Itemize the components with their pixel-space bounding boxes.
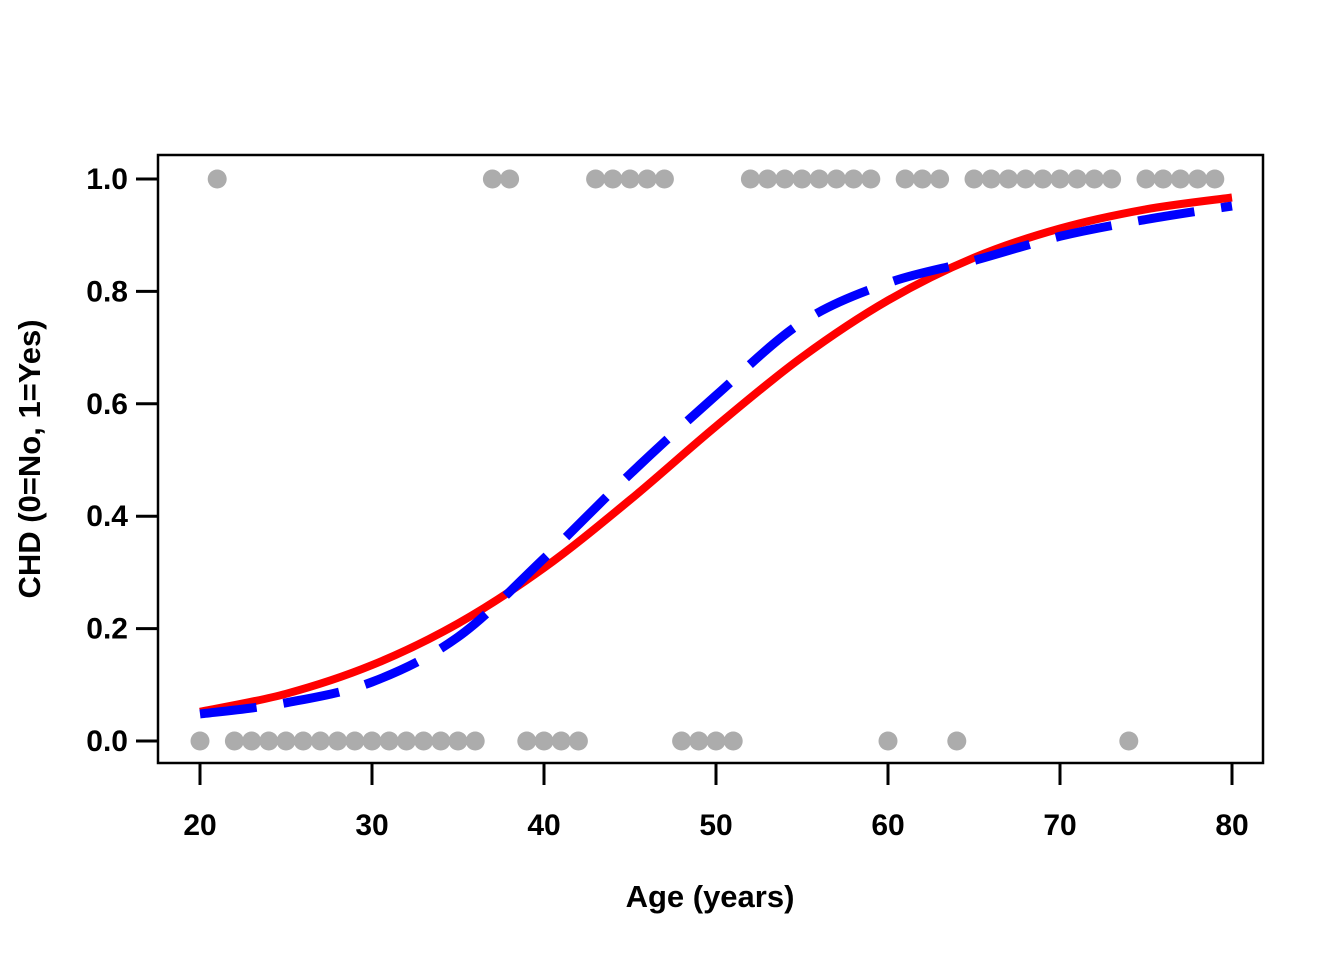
data-point (345, 731, 365, 751)
data-point (603, 169, 623, 189)
x-tick-label: 20 (183, 809, 216, 842)
x-tick-label: 40 (527, 809, 560, 842)
y-tick-label: 1.0 (86, 163, 128, 196)
data-point (310, 731, 330, 751)
smooth-fit-curve (199, 201, 1233, 719)
data-point (723, 731, 743, 751)
data-point (1050, 169, 1070, 189)
data-point (362, 731, 382, 751)
y-tick-label: 0.4 (86, 500, 128, 533)
data-point (1136, 169, 1156, 189)
x-tick-label: 60 (871, 809, 904, 842)
data-point (930, 169, 950, 189)
data-point (878, 731, 898, 751)
data-point (1016, 169, 1036, 189)
data-point (207, 169, 227, 189)
data-point (242, 731, 262, 751)
logistic-fit-curve (199, 193, 1233, 716)
data-point (448, 731, 468, 751)
y-axis-title: CHD (0=No, 1=Yes) (12, 319, 47, 598)
data-point (1084, 169, 1104, 189)
data-point (465, 731, 485, 751)
x-tick-label: 50 (699, 809, 732, 842)
fitted-curves (199, 193, 1233, 719)
y-tick-label: 0.8 (86, 275, 128, 308)
data-point (431, 731, 451, 751)
data-point (224, 731, 244, 751)
data-point (1153, 169, 1173, 189)
data-point (259, 731, 279, 751)
data-point (396, 731, 416, 751)
y-axis-ticks: 0.0 0.2 0.4 0.6 0.8 1.0 (86, 163, 158, 758)
data-point (654, 169, 674, 189)
y-tick-label: 0.6 (86, 388, 128, 421)
data-point (517, 731, 537, 751)
data-point (551, 731, 571, 751)
x-tick-label: 30 (355, 809, 388, 842)
data-point (1188, 169, 1208, 189)
data-point (775, 169, 795, 189)
data-point (861, 169, 881, 189)
data-point (947, 731, 967, 751)
data-point (534, 731, 554, 751)
data-point (637, 169, 657, 189)
data-point (998, 169, 1018, 189)
data-point (1033, 169, 1053, 189)
data-point (844, 169, 864, 189)
x-tick-label: 70 (1043, 809, 1076, 842)
data-point (706, 731, 726, 751)
data-point (758, 169, 778, 189)
scatter-points (190, 169, 1225, 751)
data-point (1102, 169, 1122, 189)
data-point (1119, 731, 1139, 751)
data-point (895, 169, 915, 189)
data-point (500, 169, 520, 189)
x-axis-title: Age (years) (626, 879, 795, 914)
data-point (620, 169, 640, 189)
y-tick-label: 0.0 (86, 725, 128, 758)
data-point (792, 169, 812, 189)
data-point (740, 169, 760, 189)
data-point (1170, 169, 1190, 189)
data-point (672, 731, 692, 751)
data-point (1067, 169, 1087, 189)
data-point (276, 731, 296, 751)
data-point (482, 169, 502, 189)
data-point (809, 169, 829, 189)
data-point (912, 169, 932, 189)
data-point (414, 731, 434, 751)
data-point (586, 169, 606, 189)
data-point (826, 169, 846, 189)
data-point (328, 731, 348, 751)
data-point (379, 731, 399, 751)
x-tick-label: 80 (1215, 809, 1248, 842)
x-axis-ticks: 20 30 40 50 60 70 80 (183, 763, 1249, 842)
data-point (1205, 169, 1225, 189)
data-point (293, 731, 313, 751)
data-point (981, 169, 1001, 189)
data-point (964, 169, 984, 189)
y-tick-label: 0.2 (86, 613, 128, 646)
data-point (190, 731, 210, 751)
plot-border (156, 153, 1265, 765)
data-point (689, 731, 709, 751)
data-point (568, 731, 588, 751)
